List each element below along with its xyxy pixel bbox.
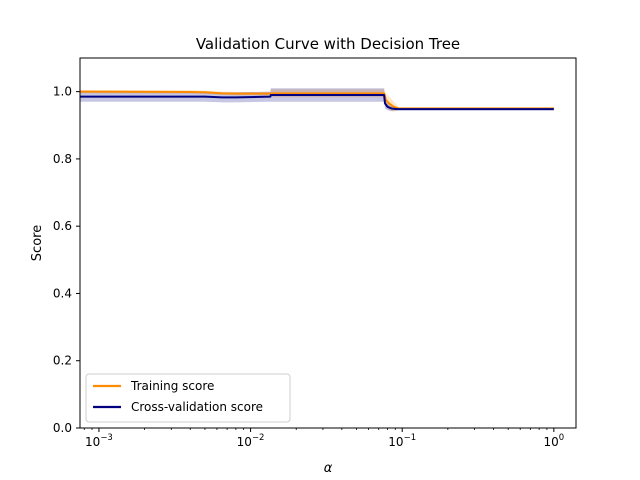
- legend-label-training: Training score: [130, 379, 214, 393]
- chart-title: Validation Curve with Decision Tree: [196, 35, 460, 53]
- y-tick-label: 0.0: [53, 421, 72, 435]
- y-tick-label: 0.8: [53, 152, 72, 166]
- x-axis: 10−3 10−2 10−1 100: [83, 428, 564, 449]
- y-tick-label: 0.4: [53, 286, 72, 300]
- x-axis-label: α: [324, 461, 333, 476]
- y-axis-label: Score: [30, 225, 45, 261]
- y-tick-label: 1.0: [53, 85, 72, 99]
- x-tick-label: 10−2: [237, 433, 265, 449]
- y-tick-label: 0.6: [53, 219, 72, 233]
- plot-area: [79, 57, 577, 429]
- y-axis: 0.0 0.2 0.4 0.6 0.8 1.0: [53, 85, 80, 435]
- line-training: [79, 90, 554, 110]
- axes-frame: [79, 57, 577, 429]
- legend-box: [85, 373, 291, 423]
- line-cross-validation: [80, 94, 554, 111]
- legend: Training score Cross-validation score: [85, 373, 291, 423]
- band-cross-validation: [80, 88, 554, 112]
- y-tick-label: 0.2: [53, 354, 72, 368]
- x-tick-label: 10−1: [388, 433, 416, 449]
- x-tick-label: 10−3: [85, 433, 113, 449]
- x-tick-label: 100: [543, 433, 564, 449]
- legend-label-cross-validation: Cross-validation score: [131, 400, 263, 414]
